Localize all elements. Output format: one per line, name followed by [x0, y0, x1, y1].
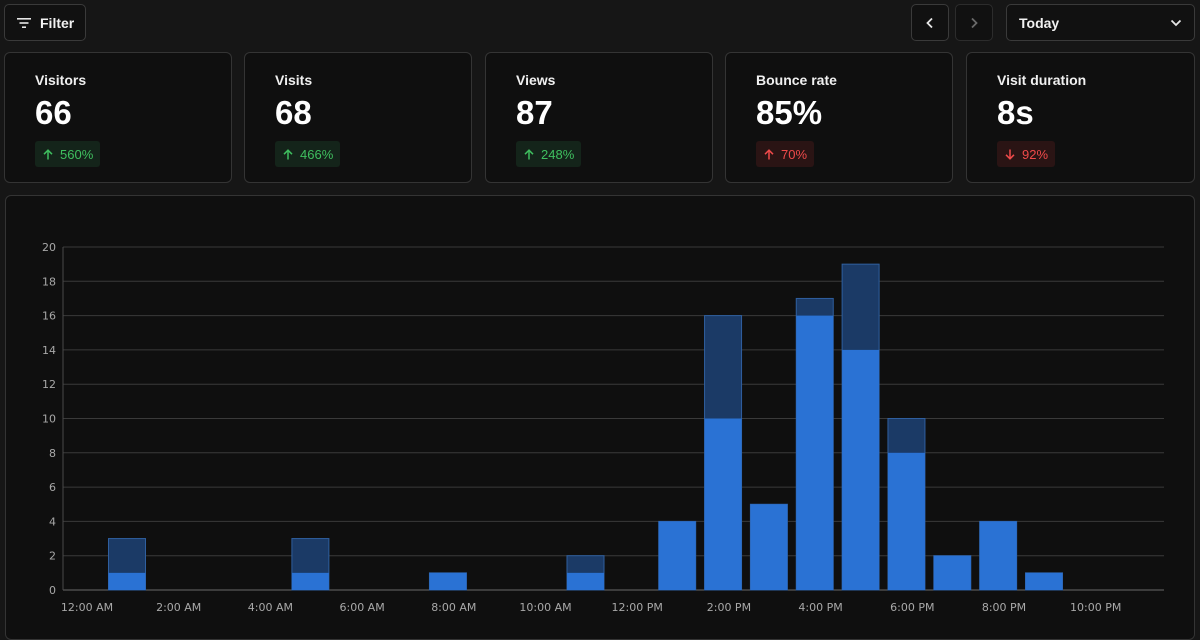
bar-visitors: [933, 555, 971, 590]
metric-card-bounce-rate[interactable]: Bounce rate 85% 70%: [725, 52, 953, 183]
bar-visitors: [658, 521, 696, 590]
toolbar: Filter Today: [0, 0, 1200, 46]
x-tick-label: 2:00 AM: [156, 601, 201, 614]
bar-visitors: [979, 521, 1017, 590]
chevron-down-icon: [1170, 19, 1182, 26]
y-tick-label: 20: [42, 241, 56, 254]
metric-label: Visit duration: [997, 72, 1087, 88]
filter-icon: [17, 17, 31, 28]
x-tick-label: 4:00 AM: [248, 601, 293, 614]
pageviews-chart-panel: 0 2 4 6 8 10 12 14 16 18 20 12:00 AM 2:00 AM 4:00 AM 6…: [5, 195, 1195, 640]
next-period-button[interactable]: [955, 4, 993, 41]
x-tick-label: 10:00 PM: [1070, 601, 1121, 614]
metric-label: Views: [516, 72, 556, 88]
y-tick-label: 14: [42, 344, 56, 357]
arrow-up-icon: [283, 148, 293, 159]
metric-delta-value: 92%: [1022, 146, 1049, 162]
metric-card-visit-duration[interactable]: Visit duration 8s 92%: [966, 52, 1195, 183]
metric-value: 87: [516, 94, 553, 131]
arrow-down-icon: [1005, 149, 1015, 160]
metric-label: Visits: [275, 72, 313, 88]
metric-label: Bounce rate: [756, 72, 837, 88]
y-tick-label: 18: [42, 275, 56, 288]
bar-visitors: [796, 315, 834, 590]
y-tick-label: 4: [49, 515, 56, 528]
x-tick-label: 8:00 AM: [431, 601, 476, 614]
metric-card-visits[interactable]: Visits 68 466%: [244, 52, 472, 183]
x-tick-label: 6:00 AM: [339, 601, 384, 614]
x-tick-label: 2:00 PM: [707, 601, 751, 614]
metric-delta-value: 466%: [300, 146, 334, 162]
bar-visitors: [1025, 572, 1063, 590]
x-tick-label: 6:00 PM: [890, 601, 934, 614]
bar-visitors: [887, 452, 925, 590]
y-tick-label: 2: [49, 550, 56, 563]
metric-value: 85%: [756, 94, 823, 131]
metric-card-visitors[interactable]: Visitors 66 560%: [4, 52, 232, 183]
filter-button[interactable]: Filter: [4, 4, 86, 41]
bar-visitors: [429, 572, 467, 590]
metric-value: 66: [35, 94, 72, 131]
bar-visitors: [842, 349, 880, 590]
metric-delta-badge: 560%: [35, 141, 101, 167]
x-tick-label: 4:00 PM: [798, 601, 842, 614]
metric-label: Visitors: [35, 72, 87, 88]
metric-delta-badge: 92%: [997, 141, 1056, 167]
metric-delta-value: 248%: [541, 146, 575, 162]
arrow-up-icon: [764, 148, 774, 159]
metric-value: 8s: [997, 94, 1034, 131]
metric-delta-badge: 70%: [756, 141, 815, 167]
bar-visitors: [108, 572, 146, 590]
metric-delta-value: 70%: [781, 146, 808, 162]
x-tick-label: 12:00 PM: [612, 601, 663, 614]
x-tick-label: 8:00 PM: [982, 601, 1026, 614]
period-select[interactable]: Today: [1006, 4, 1195, 41]
y-tick-label: 12: [42, 378, 56, 391]
previous-period-button[interactable]: [911, 4, 949, 41]
y-tick-label: 16: [42, 310, 56, 323]
x-tick-label: 10:00 AM: [519, 601, 571, 614]
metric-delta-value: 560%: [60, 146, 94, 162]
y-tick-label: 10: [42, 413, 56, 426]
bar-visitors: [291, 572, 329, 590]
pageviews-bar-chart: 0 2 4 6 8 10 12 14 16 18 20 12:00 AM 2:00 AM 4:00 AM 6…: [42, 241, 1164, 614]
metric-value: 68: [275, 94, 312, 131]
arrow-up-icon: [43, 148, 53, 159]
metric-delta-badge: 466%: [275, 141, 341, 167]
metric-card-views[interactable]: Views 87 248%: [485, 52, 713, 183]
x-tick-label: 12:00 AM: [61, 601, 113, 614]
filter-label: Filter: [40, 14, 75, 31]
bar-visitors: [750, 504, 788, 590]
y-tick-label: 6: [49, 481, 56, 494]
chevron-right-icon: [971, 17, 978, 28]
bar-visitors: [567, 572, 604, 590]
chevron-left-icon: [926, 17, 933, 28]
y-tick-label: 8: [49, 447, 56, 460]
bar-visitors: [704, 418, 742, 590]
y-tick-label: 0: [49, 584, 56, 597]
period-select-value: Today: [1019, 14, 1060, 31]
arrow-up-icon: [524, 148, 534, 159]
metric-delta-badge: 248%: [516, 141, 582, 167]
metric-cards: Visitors 66 560% Visits 68 466% Views 87: [4, 52, 1195, 183]
